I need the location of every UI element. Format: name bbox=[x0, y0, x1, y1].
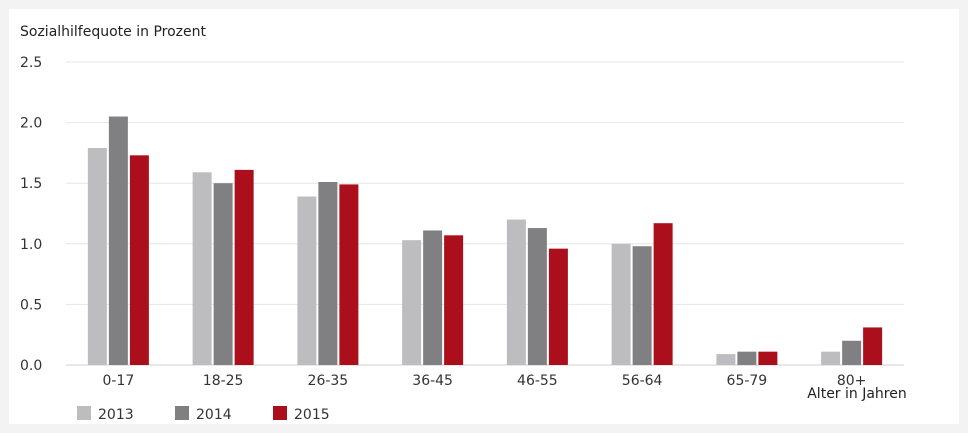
bar-2015-56-64 bbox=[653, 223, 673, 365]
legend-swatch-2013 bbox=[77, 406, 91, 420]
legend-swatch-2015 bbox=[273, 406, 287, 420]
bar-2013-0-17 bbox=[87, 148, 107, 365]
bar-2014-56-64 bbox=[632, 246, 652, 365]
bar-2014-36-45 bbox=[423, 230, 443, 365]
bar-2013-46-55 bbox=[506, 219, 526, 365]
bar-2014-26-35 bbox=[318, 181, 338, 365]
x-tick-label: 56-64 bbox=[622, 373, 663, 389]
x-tick-label: 18-25 bbox=[203, 373, 244, 389]
bar-2013-36-45 bbox=[402, 240, 422, 365]
y-tick-label: 1.5 bbox=[20, 176, 42, 192]
chart-panel: 0.0 0.5 1.0 1.5 2.0 2.5 0-17 18-25 26-35 36-45 46… bbox=[9, 9, 959, 424]
bar-2013-56-64 bbox=[611, 243, 631, 365]
bars bbox=[87, 116, 883, 365]
bar-2015-36-45 bbox=[444, 235, 464, 365]
x-tick-label: 46-55 bbox=[517, 373, 558, 389]
x-tick-label: 0-17 bbox=[102, 373, 134, 389]
bar-2015-26-35 bbox=[339, 184, 359, 365]
legend-label-2013: 2013 bbox=[98, 407, 134, 423]
x-tick-label: 26-35 bbox=[308, 373, 349, 389]
bar-2014-18-25 bbox=[213, 183, 233, 365]
bar-2015-0-17 bbox=[129, 155, 149, 365]
legend-swatch-2014 bbox=[175, 406, 189, 420]
y-axis-title: Sozialhilfequote in Prozent bbox=[20, 24, 206, 40]
bar-2013-80+ bbox=[821, 351, 841, 365]
y-tick-label: 1.0 bbox=[20, 237, 42, 253]
y-axis-ticks: 0.0 0.5 1.0 1.5 2.0 2.5 bbox=[20, 55, 42, 374]
y-tick-label: 0.0 bbox=[20, 358, 42, 374]
bar-2015-65-79 bbox=[758, 351, 778, 365]
bar-2013-26-35 bbox=[297, 196, 317, 365]
bar-chart: 0.0 0.5 1.0 1.5 2.0 2.5 0-17 18-25 26-35 36-45 46… bbox=[20, 24, 907, 423]
y-tick-label: 0.5 bbox=[20, 297, 42, 313]
x-tick-label: 36-45 bbox=[412, 373, 453, 389]
x-tick-label: 65-79 bbox=[727, 373, 768, 389]
bar-2015-18-25 bbox=[234, 169, 254, 365]
bar-2013-65-79 bbox=[716, 354, 736, 365]
bar-2015-46-55 bbox=[548, 248, 568, 365]
bar-2014-80+ bbox=[842, 340, 862, 365]
bar-2013-18-25 bbox=[192, 172, 212, 365]
y-tick-label: 2.0 bbox=[20, 116, 42, 132]
x-axis-ticks: 0-17 18-25 26-35 36-45 46-55 56-64 65-79 80+ bbox=[102, 373, 866, 389]
legend-label-2015: 2015 bbox=[294, 407, 330, 423]
bar-2015-80+ bbox=[863, 327, 883, 365]
legend-label-2014: 2014 bbox=[196, 407, 232, 423]
x-tick-label: 80+ bbox=[837, 373, 867, 389]
legend: 2013 2014 2015 bbox=[77, 406, 330, 423]
y-tick-label: 2.5 bbox=[20, 55, 42, 71]
gridlines bbox=[66, 61, 904, 366]
bar-2014-0-17 bbox=[108, 116, 128, 365]
bar-2014-46-55 bbox=[527, 228, 547, 365]
x-axis-title: Alter in Jahren bbox=[807, 386, 907, 402]
bar-2014-65-79 bbox=[737, 351, 757, 365]
